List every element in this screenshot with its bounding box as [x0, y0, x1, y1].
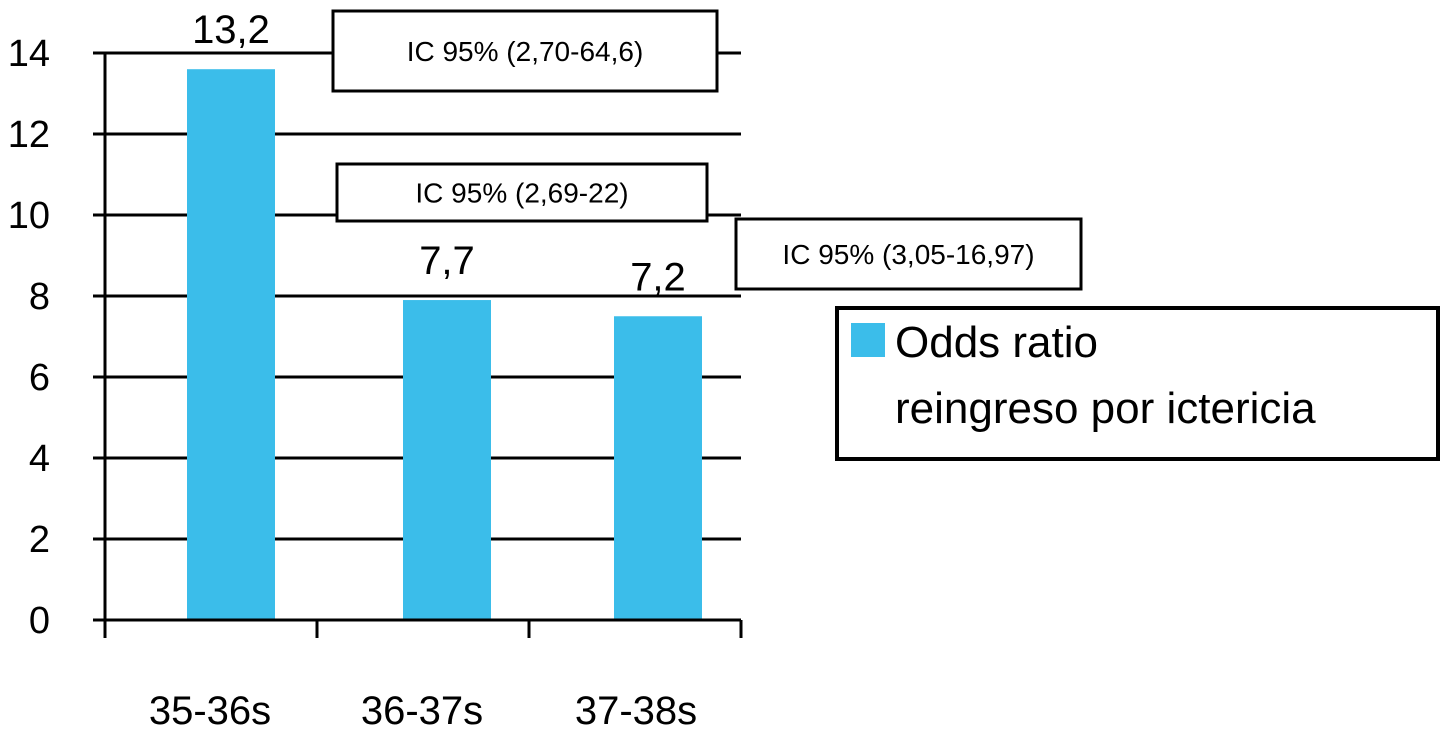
- ci-annotation-box-2: [335, 162, 709, 223]
- bar-37-38s: [614, 316, 702, 620]
- legend-swatch: [851, 323, 885, 357]
- legend-box: [835, 306, 1440, 461]
- ci-annotation-2: IC 95% (2,69-22): [415, 178, 628, 209]
- y-tick-label-2: 2: [29, 519, 50, 561]
- y-tick-label-0: 0: [29, 600, 50, 642]
- data-label-35-36s: 13,2: [192, 8, 270, 52]
- ci-annotations: IC 95% (2,70-64,6) IC 95% (2,69-22) IC 95%…: [331, 9, 1083, 291]
- y-tick-label-6: 6: [29, 357, 50, 399]
- axes: [93, 51, 743, 638]
- data-label-36-37s: 7,7: [419, 239, 475, 283]
- legend-label-line-2: reingreso por ictericia: [895, 384, 1316, 433]
- ci-annotation-box-1: [331, 9, 719, 93]
- ci-annotation-3: IC 95% (3,05-16,97): [782, 239, 1034, 270]
- x-tick-label-36-37s: 36-37s: [361, 689, 483, 733]
- data-labels: 13,2 7,7 7,2: [192, 8, 686, 299]
- y-axis-tick-labels: 0 2 4 6 8 10 12 14: [8, 33, 50, 642]
- y-tick-label-10: 10: [8, 195, 50, 237]
- ci-annotation-box-3: [734, 217, 1083, 291]
- bars: [187, 69, 702, 620]
- legend-label: Odds ratio reingreso por ictericia: [895, 318, 1316, 433]
- ci-annotation-1: IC 95% (2,70-64,6): [407, 36, 644, 67]
- x-tick-label-37-38s: 37-38s: [575, 689, 697, 733]
- x-tick-label-35-36s: 35-36s: [149, 689, 271, 733]
- bar-35-36s: [187, 69, 275, 620]
- data-label-37-38s: 7,2: [630, 255, 686, 299]
- bar-36-37s: [403, 300, 491, 620]
- legend: Odds ratio reingreso por ictericia: [835, 306, 1440, 461]
- x-axis-tick-labels: 35-36s 36-37s 37-38s: [149, 689, 697, 733]
- y-tick-label-8: 8: [29, 276, 50, 318]
- y-tick-label-12: 12: [8, 114, 50, 156]
- y-tick-label-14: 14: [8, 33, 50, 75]
- y-tick-label-4: 4: [29, 438, 50, 480]
- legend-label-line-1: Odds ratio: [895, 318, 1098, 367]
